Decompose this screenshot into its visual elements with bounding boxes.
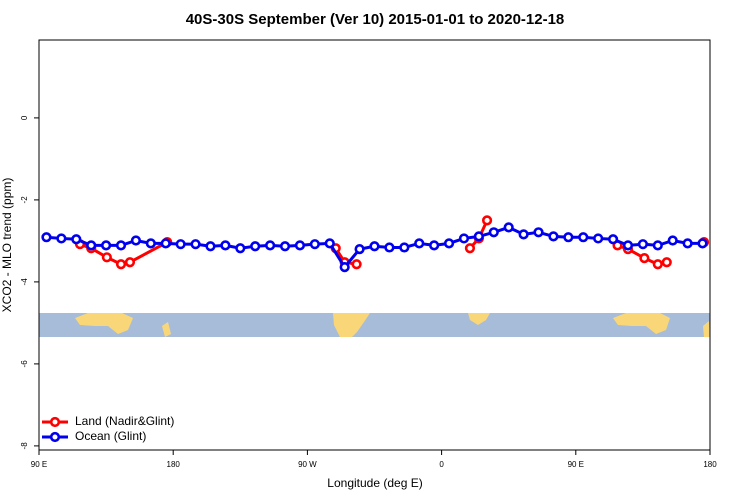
data-point bbox=[145, 238, 156, 249]
data-point bbox=[354, 244, 365, 255]
data-point bbox=[100, 240, 112, 251]
legend-label: Land (Nadir&Glint) bbox=[75, 414, 174, 428]
data-point bbox=[351, 259, 362, 270]
data-point bbox=[324, 238, 335, 249]
data-point bbox=[443, 238, 455, 249]
plot-frame bbox=[38, 39, 711, 451]
data-point bbox=[115, 259, 127, 270]
y-tick-label: -4 bbox=[20, 278, 29, 286]
data-point bbox=[697, 238, 708, 249]
x-tick-label: 180 bbox=[167, 460, 181, 469]
data-point bbox=[250, 241, 261, 252]
data-point bbox=[652, 259, 663, 270]
data-point bbox=[464, 243, 476, 254]
data-point bbox=[175, 239, 186, 250]
data-point bbox=[279, 241, 291, 252]
data-point bbox=[41, 232, 52, 243]
x-tick-label: 90 E bbox=[568, 460, 584, 469]
data-point bbox=[130, 235, 142, 246]
data-point bbox=[481, 215, 493, 226]
data-point bbox=[160, 238, 171, 249]
data-point bbox=[518, 229, 529, 240]
data-point bbox=[533, 227, 544, 238]
data-point bbox=[399, 242, 410, 253]
legend-label: Ocean (Glint) bbox=[75, 429, 146, 443]
data-point bbox=[637, 239, 649, 250]
data-point bbox=[115, 240, 127, 251]
data-point bbox=[56, 233, 67, 244]
x-tick-label: 90 W bbox=[298, 460, 317, 469]
data-point bbox=[458, 233, 470, 244]
data-point bbox=[578, 232, 589, 243]
legend-marker bbox=[49, 431, 61, 443]
data-point bbox=[473, 231, 484, 242]
data-point bbox=[622, 240, 634, 251]
x-tick-label: 180 bbox=[703, 460, 717, 469]
data-point bbox=[294, 240, 306, 251]
data-point bbox=[563, 232, 574, 243]
data-point bbox=[414, 238, 425, 249]
y-tick-label: -8 bbox=[20, 442, 29, 450]
y-axis-label: XCO2 - MLO trend (ppm) bbox=[0, 178, 14, 313]
y-tick-label: 0 bbox=[20, 115, 29, 120]
data-point bbox=[235, 243, 246, 254]
legend-marker bbox=[49, 416, 61, 428]
data-point bbox=[369, 241, 380, 252]
x-axis-label: Longitude (deg E) bbox=[327, 476, 422, 490]
data-point bbox=[71, 234, 82, 245]
data-point bbox=[124, 257, 136, 268]
map-strip bbox=[39, 313, 710, 337]
data-point bbox=[548, 231, 559, 242]
data-point bbox=[661, 257, 672, 268]
data-point bbox=[429, 240, 440, 251]
x-tick-label: 90 E bbox=[31, 460, 47, 469]
data-point bbox=[639, 253, 650, 264]
data-point bbox=[205, 241, 216, 252]
data-point bbox=[86, 240, 97, 251]
chart-title: 40S-30S September (Ver 10) 2015-01-01 to… bbox=[186, 11, 565, 28]
data-point bbox=[190, 239, 201, 250]
data-point bbox=[667, 235, 678, 246]
data-point bbox=[265, 240, 276, 251]
data-point bbox=[503, 222, 514, 233]
data-point bbox=[682, 238, 693, 249]
data-point bbox=[593, 233, 604, 244]
x-tick-label: 0 bbox=[439, 460, 444, 469]
data-point bbox=[607, 234, 619, 245]
y-tick-label: -6 bbox=[20, 360, 29, 368]
y-tick-label: -2 bbox=[20, 196, 29, 204]
data-point bbox=[384, 242, 395, 253]
data-point bbox=[652, 240, 663, 251]
data-point bbox=[339, 262, 350, 273]
data-point bbox=[220, 240, 231, 251]
data-point bbox=[101, 252, 112, 263]
data-point bbox=[309, 239, 320, 250]
data-point bbox=[488, 227, 499, 238]
